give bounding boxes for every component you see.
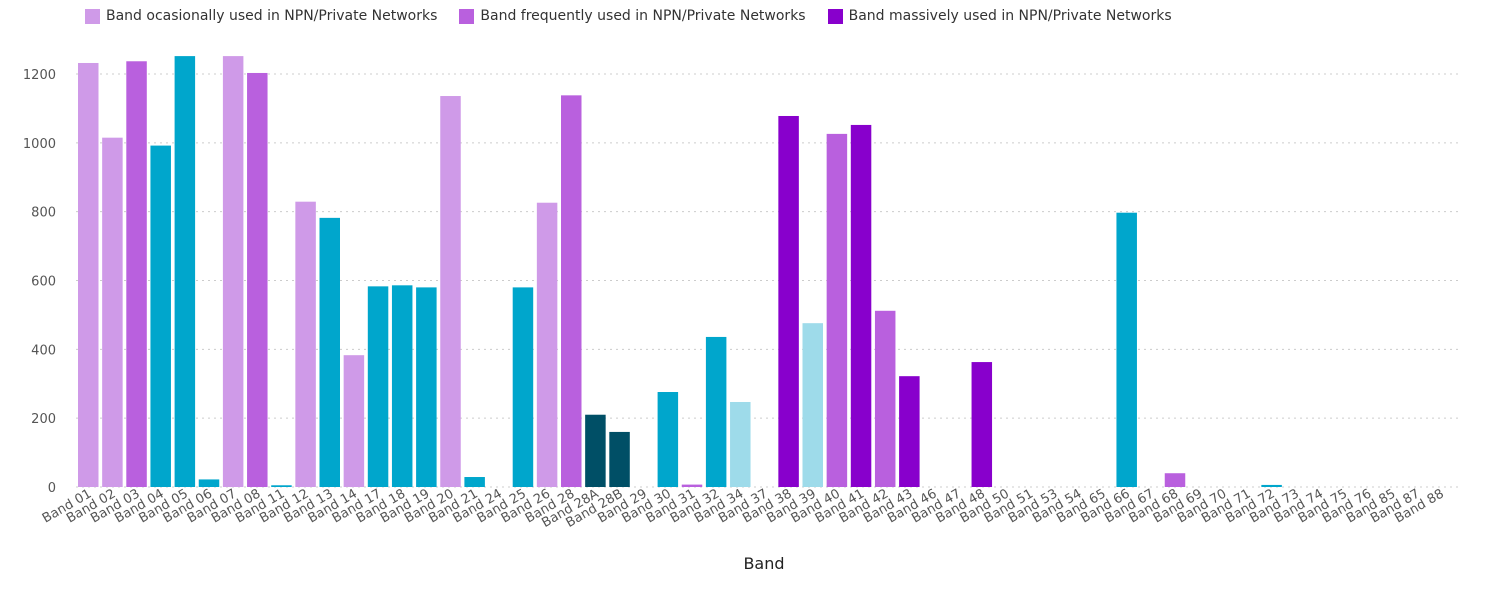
bar[interactable] — [705, 336, 727, 487]
y-tick-label: 1200 — [23, 68, 56, 83]
y-tick-label: 0 — [48, 481, 56, 496]
legend-item-occasional[interactable]: Band ocasionally used in NPN/Private Net… — [85, 8, 437, 24]
y-axis: 0 200 400 600 800 1000 1200 — [23, 68, 56, 496]
bar[interactable] — [174, 56, 196, 487]
bar[interactable] — [971, 362, 993, 487]
bar[interactable] — [247, 72, 268, 487]
bar[interactable] — [874, 310, 896, 487]
legend-label: Band ocasionally used in NPN/Private Net… — [106, 8, 438, 24]
bar[interactable] — [899, 376, 920, 487]
bar[interactable] — [609, 431, 630, 487]
legend-item-frequent[interactable]: Band frequently used in NPN/Private Netw… — [459, 8, 806, 24]
bar[interactable] — [536, 202, 558, 488]
bar[interactable] — [561, 95, 582, 488]
grid-lines — [76, 73, 1458, 488]
y-tick-label: 400 — [31, 343, 56, 358]
bar[interactable] — [222, 56, 244, 487]
bar[interactable] — [78, 62, 99, 488]
bar[interactable] — [1164, 473, 1186, 487]
bar[interactable] — [1116, 212, 1137, 488]
legend-item-massive[interactable]: Band massively used in NPN/Private Netwo… — [827, 8, 1172, 24]
bar[interactable] — [464, 477, 485, 487]
bar[interactable] — [102, 137, 123, 487]
bar[interactable] — [271, 485, 292, 487]
bar[interactable] — [850, 124, 872, 487]
legend-label: Band massively used in NPN/Private Netwo… — [848, 8, 1172, 24]
legend-swatch — [85, 8, 100, 24]
bar[interactable] — [657, 392, 679, 487]
bar[interactable] — [198, 479, 220, 487]
bar[interactable] — [391, 285, 413, 487]
bar[interactable] — [585, 414, 606, 487]
legend-swatch — [827, 8, 843, 24]
bar[interactable] — [778, 115, 799, 487]
bar[interactable] — [512, 287, 534, 487]
bar[interactable] — [416, 287, 437, 487]
bar[interactable] — [1261, 484, 1282, 487]
bar[interactable] — [367, 286, 389, 487]
y-tick-label: 600 — [31, 275, 56, 290]
legend: Band ocasionally used in NPN/Private Net… — [85, 8, 1172, 24]
bar[interactable] — [126, 61, 147, 487]
y-tick-label: 800 — [31, 206, 56, 221]
bar[interactable] — [343, 355, 365, 487]
bar[interactable] — [295, 201, 316, 487]
bar[interactable] — [730, 401, 751, 487]
bar[interactable] — [150, 145, 171, 487]
bar[interactable] — [802, 323, 824, 487]
bars — [78, 56, 1282, 488]
legend-swatch — [459, 8, 475, 24]
bar[interactable] — [319, 217, 341, 487]
x-axis-title: Band — [743, 554, 784, 573]
bar[interactable] — [440, 96, 461, 487]
y-tick-label: 200 — [31, 412, 56, 427]
bar[interactable] — [681, 484, 703, 487]
bar[interactable] — [826, 133, 848, 487]
legend-label: Band frequently used in NPN/Private Netw… — [480, 8, 806, 24]
y-tick-label: 1000 — [23, 137, 56, 152]
